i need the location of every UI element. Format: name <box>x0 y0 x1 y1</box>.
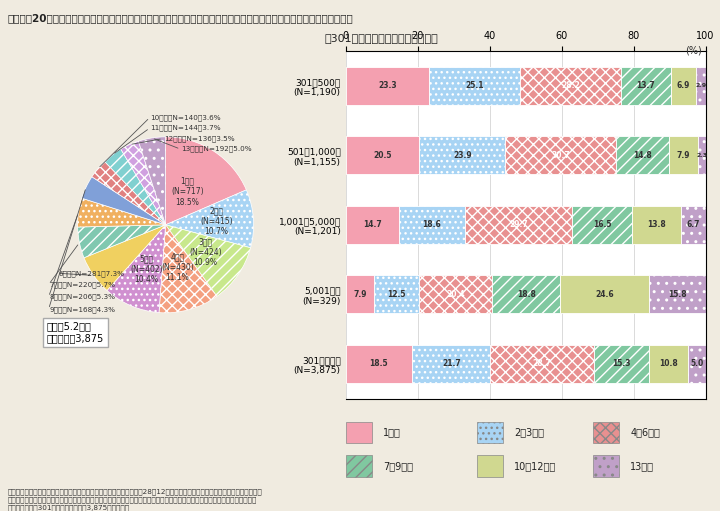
FancyBboxPatch shape <box>346 455 372 477</box>
Text: 9項目（N=168）4.3%: 9項目（N=168）4.3% <box>50 306 115 313</box>
Wedge shape <box>104 149 166 225</box>
Text: 15.3: 15.3 <box>612 359 631 368</box>
Text: 6.7: 6.7 <box>687 220 701 229</box>
Bar <box>346 206 399 244</box>
FancyBboxPatch shape <box>346 422 372 443</box>
Bar <box>492 275 560 313</box>
Text: 2.3: 2.3 <box>696 153 707 158</box>
Text: 7.9: 7.9 <box>677 151 690 160</box>
Text: 13.8: 13.8 <box>647 220 666 229</box>
Text: 6.9: 6.9 <box>676 81 690 90</box>
Bar <box>490 345 593 383</box>
Bar <box>698 136 706 174</box>
Text: 18.6: 18.6 <box>423 220 441 229</box>
Wedge shape <box>121 141 166 225</box>
Text: 13項目: 13項目 <box>631 461 654 471</box>
Text: 10.8: 10.8 <box>659 359 678 368</box>
Bar <box>346 67 429 105</box>
Text: （備考）１．厚生労働省「女性の活躍推進企業データベース」（平成28年12月末現在）より内閣府男女共同参画局にて作成。: （備考）１．厚生労働省「女性の活躍推進企業データベース」（平成28年12月末現在… <box>7 488 262 495</box>
Bar <box>419 275 492 313</box>
Bar <box>593 345 649 383</box>
Text: 7項目（N=220）5.7%: 7項目（N=220）5.7% <box>50 282 115 288</box>
Text: 3項目
(N=424)
10.9%: 3項目 (N=424) 10.9% <box>189 238 222 267</box>
Text: 13項目（N=192）5.0%: 13項目（N=192）5.0% <box>181 146 252 152</box>
Text: 1項目
(N=717)
18.5%: 1項目 (N=717) 18.5% <box>171 177 204 206</box>
Text: Ｉ－特－20図　厚生労働省「女性の活躍推進企業データベース」において情報公表される項目数　内閣府男女共同参画局: Ｉ－特－20図 厚生労働省「女性の活躍推進企業データベース」において情報公表され… <box>7 13 353 23</box>
Text: 14.8: 14.8 <box>633 151 652 160</box>
FancyBboxPatch shape <box>593 422 619 443</box>
Bar <box>346 275 374 313</box>
Bar <box>572 206 632 244</box>
Bar <box>520 67 621 105</box>
Text: 10～12項目: 10～12項目 <box>514 461 557 471</box>
Bar <box>616 136 670 174</box>
Text: 2.9: 2.9 <box>696 83 706 88</box>
Bar <box>465 206 572 244</box>
Text: 7.9: 7.9 <box>353 290 366 299</box>
Bar <box>681 206 706 244</box>
Wedge shape <box>107 225 166 313</box>
Bar <box>346 136 419 174</box>
Text: 28.7: 28.7 <box>533 359 552 368</box>
Wedge shape <box>82 177 166 225</box>
Text: 25.1: 25.1 <box>465 81 484 90</box>
FancyBboxPatch shape <box>477 422 503 443</box>
Text: 8項目（N=206）5.3%: 8項目（N=206）5.3% <box>50 294 115 300</box>
Text: 23.9: 23.9 <box>453 151 472 160</box>
Text: ２．厚生労働省「女性の活躍推進企業データベース」上で「行動計画の公表」と「情報の公表」の両方を行う企業規模: ２．厚生労働省「女性の活躍推進企業データベース」上で「行動計画の公表」と「情報の… <box>7 497 256 503</box>
Bar <box>412 345 490 383</box>
Bar <box>632 206 681 244</box>
Text: 14.7: 14.7 <box>363 220 382 229</box>
Text: 30.7: 30.7 <box>552 151 570 160</box>
Text: 16.5: 16.5 <box>593 220 611 229</box>
Bar <box>696 67 706 105</box>
Text: ＜301人以上の事業主（規模別）＞: ＜301人以上の事業主（規模別）＞ <box>325 33 438 43</box>
Wedge shape <box>166 190 253 248</box>
FancyBboxPatch shape <box>593 455 619 477</box>
Text: 23.3: 23.3 <box>378 81 397 90</box>
Text: 1項目: 1項目 <box>383 427 401 437</box>
Text: 5項目
(N=402)
10.4%: 5項目 (N=402) 10.4% <box>130 254 163 284</box>
Text: 20.4: 20.4 <box>446 290 465 299</box>
Bar <box>671 67 696 105</box>
Wedge shape <box>78 225 166 258</box>
Wedge shape <box>159 225 217 313</box>
Wedge shape <box>92 161 166 225</box>
Text: 12項目（N=136）3.5%: 12項目（N=136）3.5% <box>164 135 235 142</box>
Text: 12.5: 12.5 <box>387 290 406 299</box>
Text: 5.0: 5.0 <box>690 359 703 368</box>
Text: 7～9項目: 7～9項目 <box>383 461 413 471</box>
Text: (%): (%) <box>685 46 702 56</box>
Bar <box>429 67 520 105</box>
Wedge shape <box>138 137 166 225</box>
Wedge shape <box>84 225 166 290</box>
Text: 18.5: 18.5 <box>369 359 388 368</box>
Text: 24.6: 24.6 <box>595 290 613 299</box>
Text: 29.7: 29.7 <box>510 220 528 229</box>
Wedge shape <box>166 137 246 225</box>
Text: 4～6項目: 4～6項目 <box>631 427 660 437</box>
Bar <box>649 275 706 313</box>
FancyBboxPatch shape <box>477 455 503 477</box>
Bar <box>419 136 505 174</box>
Bar <box>560 275 649 313</box>
Text: 11項目（N=144）3.7%: 11項目（N=144）3.7% <box>150 125 221 131</box>
Bar <box>688 345 706 383</box>
Text: 10項目（N=140）3.6%: 10項目（N=140）3.6% <box>150 114 221 121</box>
Bar <box>649 345 688 383</box>
Bar <box>346 345 412 383</box>
Text: が301人以上の事業主（3,875）を集計。: が301人以上の事業主（3,875）を集計。 <box>7 505 130 511</box>
Text: 2～3項目: 2～3項目 <box>514 427 544 437</box>
Text: 28.2: 28.2 <box>561 81 580 90</box>
Wedge shape <box>166 225 251 296</box>
Bar <box>621 67 671 105</box>
Text: 4項目
(N=430)
11.1%: 4項目 (N=430) 11.1% <box>161 252 194 282</box>
Text: 20.5: 20.5 <box>373 151 392 160</box>
Bar <box>374 275 419 313</box>
Text: 2項目
(N=415)
10.7%: 2項目 (N=415) 10.7% <box>200 206 233 236</box>
Text: 平均：5.2項目
事業主数：3,875: 平均：5.2項目 事業主数：3,875 <box>47 321 104 343</box>
Text: 15.8: 15.8 <box>668 290 686 299</box>
Bar <box>670 136 698 174</box>
Text: 13.7: 13.7 <box>636 81 655 90</box>
Bar <box>399 206 466 244</box>
